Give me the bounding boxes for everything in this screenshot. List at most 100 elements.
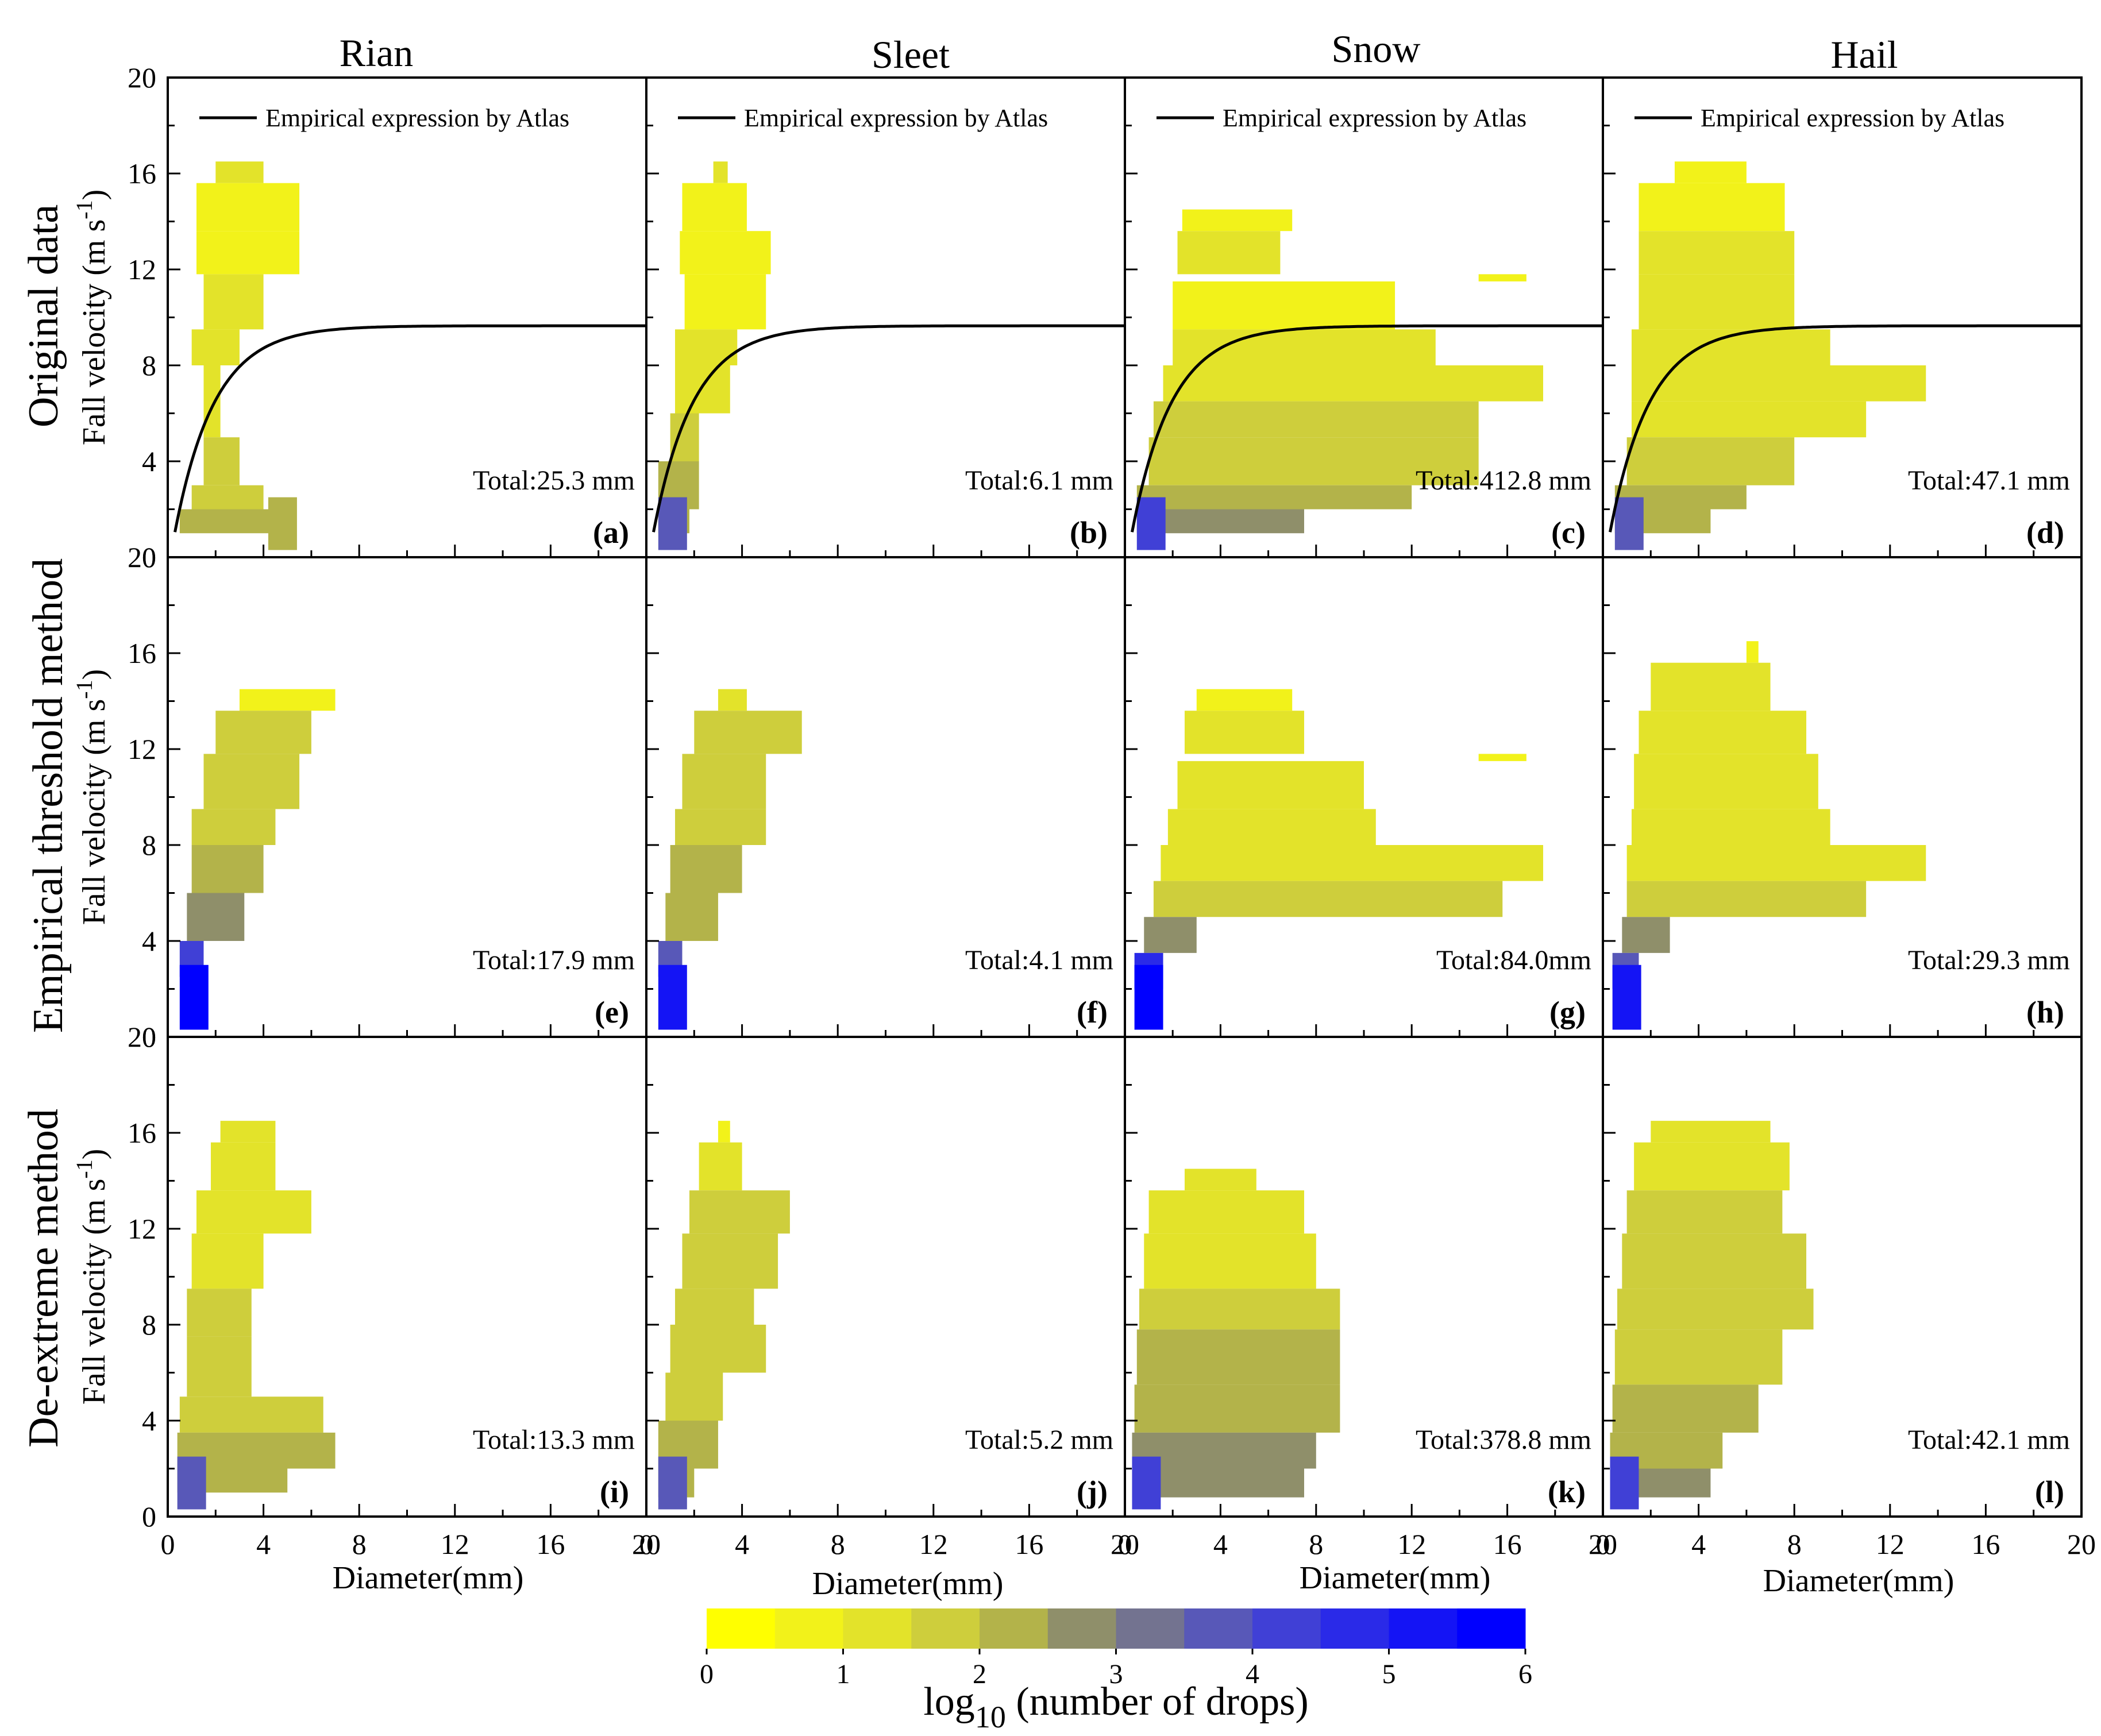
colorbar-segment: [843, 1608, 912, 1649]
column-title-snow: Snow: [1332, 27, 1421, 71]
colorbar-segment: [707, 1608, 776, 1649]
y-axis-label: Fall velocity (m s-1): [71, 669, 112, 925]
panel-label: (h): [2026, 995, 2064, 1029]
heat-cell: [191, 845, 264, 893]
heat-core-cell: [177, 1456, 206, 1510]
y-tick-label: 8: [142, 349, 156, 381]
x-tick-label: 4: [735, 1528, 749, 1560]
heat-cell: [191, 485, 264, 510]
total-label: Total:17.9 mm: [473, 945, 635, 975]
y-tick-label: 12: [128, 733, 156, 765]
heatmap-panel-c: [1131, 209, 1603, 550]
heat-core-cell: [658, 965, 687, 1030]
heat-core-cell: [1614, 497, 1644, 550]
heat-cell: [689, 1190, 790, 1234]
y-tick-label: 8: [142, 1309, 156, 1341]
total-label: Total:412.8 mm: [1416, 465, 1591, 496]
heat-cell: [674, 809, 766, 845]
panel-label: (d): [2026, 515, 2064, 550]
heat-cell: [203, 365, 221, 438]
column-title-sleet: Sleet: [872, 33, 950, 76]
column-title-hail: Hail: [1830, 33, 1898, 76]
total-label: Total:29.3 mm: [1908, 945, 2070, 975]
x-axis-label-sleet: Diameter(mm): [812, 1566, 1004, 1602]
panel-label: (f): [1077, 995, 1108, 1029]
heat-cell: [1144, 917, 1197, 953]
heat-cell: [1631, 809, 1830, 845]
panel-label: (c): [1551, 515, 1586, 550]
heat-core-cell: [1134, 965, 1163, 1030]
x-tick-label: 8: [352, 1528, 367, 1560]
heat-cell: [1136, 485, 1412, 510]
colorbar-tick-label: 5: [1382, 1659, 1396, 1689]
heat-cell: [684, 274, 766, 330]
total-label: Total:47.1 mm: [1908, 465, 2070, 496]
heat-cell: [1674, 161, 1747, 183]
heat-cell: [1182, 209, 1293, 232]
total-label: Total:25.3 mm: [473, 465, 635, 496]
x-tick-label: 0: [1596, 1528, 1610, 1560]
heat-cell: [1148, 437, 1479, 485]
heat-cell: [1622, 1233, 1807, 1289]
heatmap-panel-i: [177, 1121, 336, 1510]
heat-cell: [1153, 881, 1503, 917]
heat-core-cell: [1132, 1456, 1161, 1510]
atlas-curve: [652, 324, 1125, 533]
heat-cell: [1651, 662, 1771, 711]
heat-cell: [1153, 401, 1479, 438]
heatmap-panel-d: [1609, 161, 2081, 550]
panel-label: (j): [1077, 1475, 1108, 1509]
heat-cell: [1144, 1233, 1316, 1289]
x-tick-label: 12: [441, 1528, 469, 1560]
heat-core-cell: [658, 497, 687, 550]
heat-core-cell: [658, 1456, 687, 1510]
text-layer: Rian Sleet Snow Hail Original data Empir…: [20, 27, 2096, 1602]
heat-cell: [220, 1121, 276, 1143]
row-title-threshold: Empirical threshold method: [25, 558, 72, 1033]
total-label: Total:5.2 mm: [965, 1425, 1113, 1455]
y-tick-label: 0: [142, 541, 156, 573]
x-tick-label: 8: [1787, 1528, 1802, 1560]
heat-cell: [718, 1121, 730, 1143]
colorbar-segment: [1116, 1608, 1185, 1649]
atlas-curve: [174, 324, 646, 533]
colorbar: 0 1 2 3 4 5 6 log10 (number of drops): [700, 1608, 1532, 1734]
x-tick-label: 20: [1589, 1528, 1617, 1560]
heat-cell: [1634, 754, 1818, 809]
y-tick-label: 12: [128, 253, 156, 286]
colorbar-tick-label: 2: [973, 1659, 986, 1689]
legend-label: Empirical expression by Atlas: [1223, 104, 1526, 132]
heat-core-cell: [1612, 965, 1641, 1030]
heat-cell: [1478, 274, 1526, 281]
x-tick-label: 16: [536, 1528, 565, 1560]
total-label: Total:6.1 mm: [965, 465, 1113, 496]
row-title-deextreme: De-extreme method: [20, 1109, 67, 1448]
panel-label: (a): [593, 515, 629, 550]
heat-cell: [694, 711, 802, 754]
colorbar-segment: [1252, 1608, 1321, 1649]
x-tick-label: 12: [1397, 1528, 1426, 1560]
x-tick-label: 8: [1309, 1528, 1323, 1560]
heatmap-layer: [174, 161, 2081, 1510]
heat-cell: [1148, 1190, 1304, 1234]
heat-cell: [191, 1233, 264, 1289]
heat-cell: [674, 365, 730, 414]
colorbar-tick-label: 1: [836, 1659, 850, 1689]
heatmap-panel-b: [652, 161, 1125, 550]
heat-cell: [1177, 761, 1364, 809]
heat-cell: [196, 1190, 311, 1234]
heat-core-cell: [1610, 1456, 1639, 1510]
frame-layer: [167, 76, 2083, 1518]
colorbar-tick-label: 4: [1246, 1659, 1259, 1689]
heat-cell: [187, 1289, 252, 1337]
heat-cell: [1478, 754, 1526, 761]
heat-cell: [674, 329, 738, 365]
heat-cell: [1612, 1384, 1759, 1433]
heat-cell: [1132, 1432, 1316, 1469]
legend-label: Empirical expression by Atlas: [1701, 104, 2004, 132]
x-tick-label: 12: [1876, 1528, 1905, 1560]
x-tick-label: 4: [1691, 1528, 1706, 1560]
x-tick-label: 16: [1015, 1528, 1043, 1560]
heat-cell: [1177, 231, 1281, 275]
panel-label: (i): [600, 1475, 629, 1509]
